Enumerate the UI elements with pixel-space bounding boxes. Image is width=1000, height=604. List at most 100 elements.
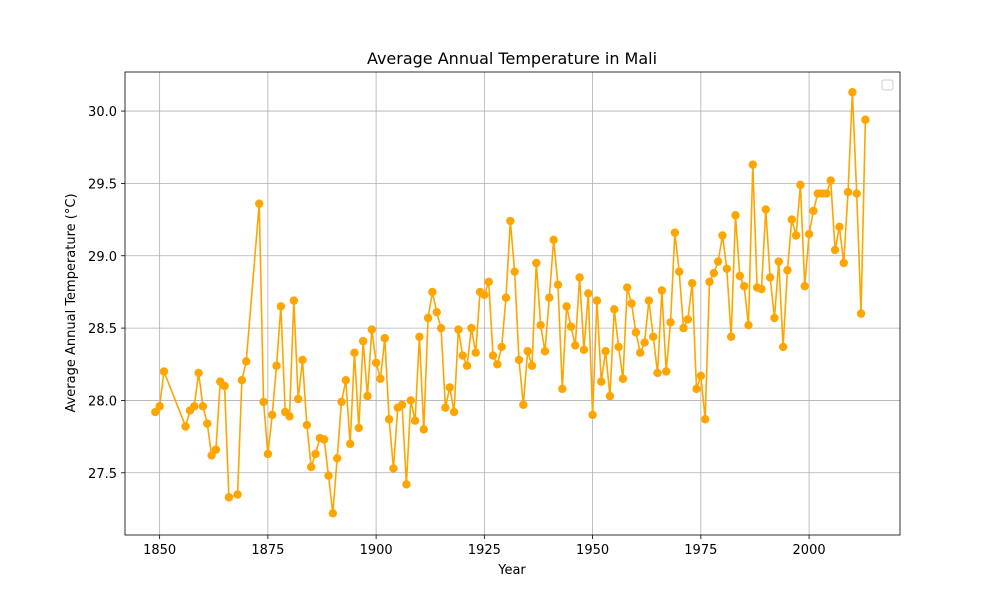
x-tick-label: 1950: [576, 543, 609, 558]
data-point: [211, 445, 221, 454]
data-point: [462, 361, 472, 370]
data-point: [514, 355, 524, 365]
data-point: [839, 258, 848, 268]
data-point: [510, 267, 519, 276]
data-point: [614, 342, 623, 352]
data-point: [389, 464, 398, 473]
data-point: [670, 228, 680, 237]
data-point: [501, 293, 511, 302]
data-point: [800, 281, 809, 291]
y-axis-label: Average Annual Temperature (°C): [64, 193, 79, 412]
data-point: [194, 368, 203, 378]
data-point: [488, 351, 498, 360]
data-point: [155, 402, 164, 411]
data-point: [765, 273, 775, 282]
data-point: [848, 88, 857, 97]
data-point: [445, 383, 454, 392]
data-point: [783, 266, 792, 275]
data-point: [692, 384, 701, 394]
data-point: [324, 471, 333, 480]
data-point: [289, 296, 299, 305]
data-point: [410, 416, 420, 425]
data-point: [406, 396, 415, 405]
data-point: [523, 347, 532, 356]
data-point: [527, 361, 537, 370]
y-tick-label: 30.0: [88, 105, 117, 120]
data-point: [804, 229, 814, 239]
data-point: [558, 384, 567, 394]
data-point: [268, 410, 277, 420]
data-point: [809, 206, 818, 216]
data-point: [722, 264, 732, 273]
data-point: [350, 348, 359, 357]
data-point: [402, 480, 411, 489]
x-tick-label: 1925: [468, 543, 501, 558]
data-point: [852, 189, 861, 198]
data-point: [224, 493, 234, 502]
data-point: [679, 323, 688, 333]
data-point: [618, 374, 628, 383]
data-point: [384, 415, 394, 424]
data-point: [454, 325, 463, 334]
data-point: [627, 299, 636, 308]
data-point: [237, 375, 247, 385]
data-point: [584, 289, 593, 298]
data-point: [519, 400, 528, 409]
data-point: [683, 315, 693, 324]
x-tick-label: 1850: [143, 543, 176, 558]
data-point: [640, 338, 649, 347]
data-point: [345, 439, 355, 449]
data-point: [259, 397, 268, 407]
x-tick-label: 1875: [251, 543, 284, 558]
data-point: [506, 216, 515, 226]
data-point: [306, 462, 316, 472]
data-point: [432, 307, 441, 317]
data-point: [263, 449, 273, 459]
data-point: [835, 222, 844, 232]
plot-frame: [124, 71, 901, 536]
data-point: [337, 397, 346, 407]
data-point: [770, 313, 779, 323]
data-point: [709, 268, 719, 278]
y-axis-ticks: 27.5 28.0 28.5 29.0 29.5 30.0: [88, 105, 125, 482]
data-point: [575, 273, 584, 282]
y-tick-label: 27.5: [88, 467, 117, 482]
data-point: [735, 271, 744, 281]
data-point: [597, 377, 606, 386]
data-point: [592, 296, 602, 305]
y-tick-label: 29.0: [88, 250, 117, 265]
data-point: [856, 309, 866, 318]
data-point: [674, 267, 684, 276]
data-point: [151, 407, 160, 417]
data-point: [778, 342, 788, 352]
data-point: [484, 277, 493, 286]
data-point: [441, 403, 450, 412]
data-point: [830, 245, 840, 255]
data-point: [536, 321, 545, 330]
data-point: [233, 490, 242, 499]
data-point: [796, 180, 805, 190]
data-point: [159, 367, 169, 376]
data-point: [419, 425, 428, 434]
data-point: [644, 296, 654, 305]
data-point: [610, 305, 619, 314]
data-point: [718, 231, 727, 240]
data-point: [293, 394, 303, 404]
data-point: [588, 410, 597, 420]
data-point: [562, 302, 571, 311]
x-axis-label: Year: [497, 563, 526, 578]
data-point: [255, 199, 264, 208]
data-point: [540, 347, 550, 356]
data-point: [566, 322, 576, 331]
data-point: [415, 332, 424, 341]
data-point: [623, 283, 632, 292]
data-point: [480, 290, 489, 300]
data-point: [371, 358, 381, 368]
data-point: [687, 279, 697, 288]
data-point: [696, 371, 706, 381]
data-point: [787, 215, 796, 224]
series-layer: [151, 88, 870, 518]
